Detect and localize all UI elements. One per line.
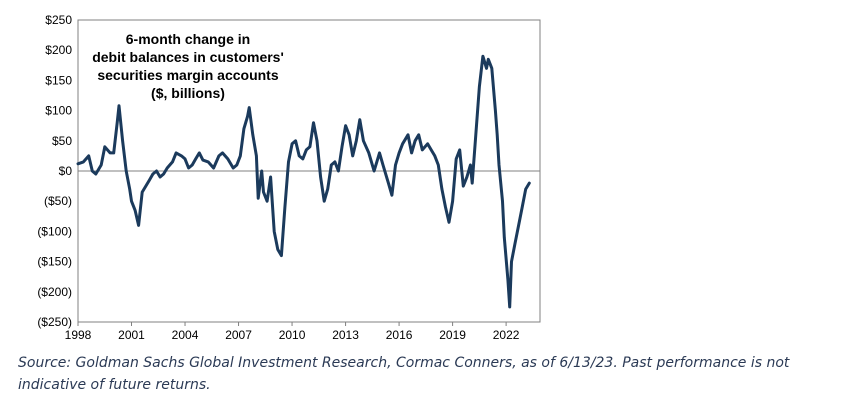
y-tick-label: ($150) [37,255,72,269]
y-tick-label: ($200) [37,285,72,299]
x-tick-label: 1998 [65,328,92,342]
x-tick-label: 2022 [493,328,520,342]
line-chart: $250 $200 $150 $100 $50 $0 ($50) ($100) ($150) ($… [37,13,541,342]
y-tick-label: ($50) [44,194,72,208]
x-tick-label: 2010 [279,328,306,342]
x-axis: 1998 2001 2004 2007 2010 2013 2016 2019 2022 [65,322,520,342]
chart-title-line-2: debit balances in customers' [92,49,284,65]
y-tick-label: $50 [52,134,72,148]
y-tick-label: $0 [59,164,73,178]
y-tick-label: $100 [45,104,72,118]
y-tick-label: ($100) [37,224,72,238]
y-axis: $250 $200 $150 $100 $50 $0 ($50) ($100) ($150) ($… [37,13,72,329]
y-tick-label: $200 [45,43,72,57]
y-tick-label: $250 [45,13,72,27]
x-tick-label: 2001 [118,328,145,342]
y-tick-label: $150 [45,73,72,87]
footnote-line-2: indicative of future returns. [18,377,211,393]
series-line [76,54,531,309]
chart-title-line-1: 6-month change in [126,31,250,47]
y-tick-label: ($250) [37,315,72,329]
x-tick-label: 2016 [386,328,413,342]
chart-title-line-4: ($, billions) [151,85,225,101]
footnote-line-1: Source: Goldman Sachs Global Investment … [18,355,790,371]
x-tick-label: 2004 [172,328,199,342]
chart-title-line-3: securities margin accounts [97,67,279,83]
x-tick-label: 2019 [439,328,466,342]
x-tick-label: 2007 [225,328,252,342]
x-tick-label: 2013 [332,328,359,342]
source-footnote: Source: Goldman Sachs Global Investment … [18,352,838,396]
